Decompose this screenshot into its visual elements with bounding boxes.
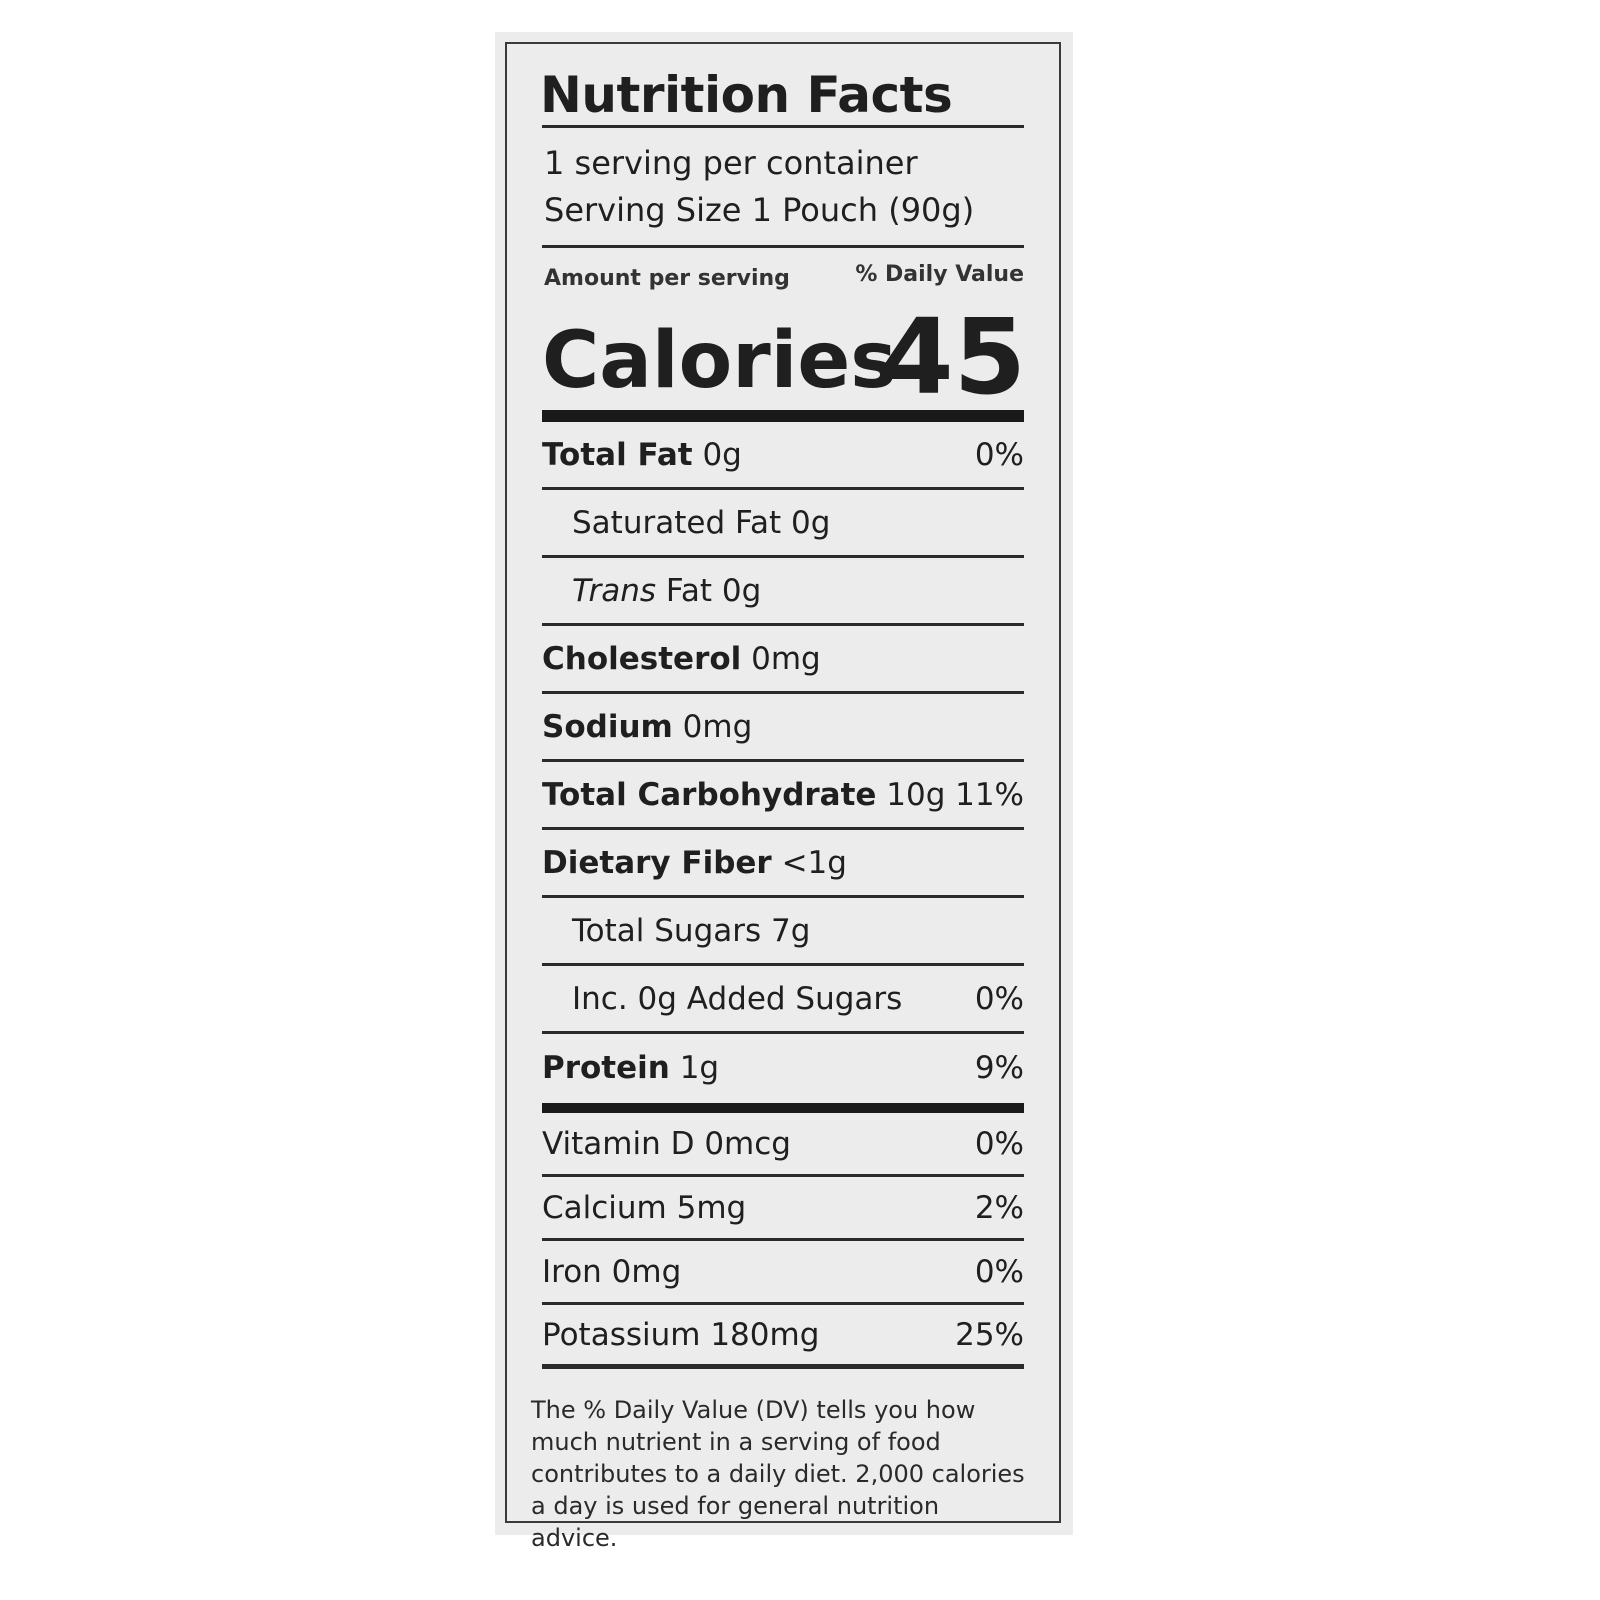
nutrient-name: Cholesterol bbox=[542, 640, 742, 677]
nutrient-label: Saturated Fat 0g bbox=[542, 505, 830, 541]
nutrient-daily-value: 0% bbox=[974, 980, 1024, 1017]
serving-size-label: Serving Size bbox=[544, 191, 742, 229]
nutrient-label: Inc. 0g Added Sugars bbox=[542, 981, 902, 1017]
vitamin-label: Calcium 5mg bbox=[542, 1189, 747, 1226]
nutrition-label: Nutrition Facts 1 serving per container … bbox=[495, 32, 1073, 1552]
vitamin-row: Vitamin D 0mcg 0% bbox=[542, 1113, 1024, 1177]
serving-size: Serving Size 1 Pouch (90g) bbox=[544, 191, 974, 229]
nutrient-amount: 0g bbox=[692, 436, 742, 473]
nutrient-row: Dietary Fiber <1g bbox=[542, 830, 1024, 898]
vitamin-label: Potassium 180mg bbox=[542, 1316, 820, 1353]
calories-label: Calories bbox=[542, 316, 897, 406]
vitamin-daily-value: 25% bbox=[955, 1316, 1024, 1353]
vitamin-row: Iron 0mg 0% bbox=[542, 1241, 1024, 1305]
vitamin-daily-value: 0% bbox=[974, 1253, 1024, 1290]
nutrient-row: Total Sugars 7g bbox=[542, 898, 1024, 966]
nutrient-amount: 7g bbox=[761, 912, 811, 949]
calories-value: 45 bbox=[881, 296, 1026, 418]
servings-per-container: 1 serving per container bbox=[544, 144, 918, 182]
nutrient-name: Inc. 0g Added Sugars bbox=[572, 980, 903, 1017]
nutrient-row: Saturated Fat 0g bbox=[542, 490, 1024, 558]
nutrient-name: Sodium bbox=[542, 708, 673, 745]
daily-value-header: % Daily Value bbox=[855, 262, 1024, 287]
nutrient-name-suffix: Fat bbox=[656, 572, 713, 609]
vitamin-row: Calcium 5mg 2% bbox=[542, 1177, 1024, 1241]
nutrient-amount: <1g bbox=[771, 844, 847, 881]
vitamin-label: Vitamin D 0mcg bbox=[542, 1125, 791, 1162]
nutrient-row: Cholesterol 0mg bbox=[542, 626, 1024, 694]
footnote: The % Daily Value (DV) tells you how muc… bbox=[531, 1396, 1025, 1552]
nutrient-row: Protein 1g 9% bbox=[542, 1034, 1024, 1102]
vitamin-daily-value: 0% bbox=[974, 1125, 1024, 1162]
label-border: Nutrition Facts 1 serving per container … bbox=[505, 42, 1061, 1552]
thick-divider bbox=[542, 1103, 1024, 1113]
thick-divider bbox=[542, 410, 1024, 422]
nutrient-row: Sodium 0mg bbox=[542, 694, 1024, 762]
nutrient-row: Total Fat 0g 0% bbox=[542, 422, 1024, 490]
nutrient-amount: 0mg bbox=[741, 640, 821, 677]
nutrient-name: Total Carbohydrate bbox=[542, 776, 877, 813]
nutrient-label: Total Sugars 7g bbox=[542, 913, 810, 949]
nutrient-name: Protein bbox=[542, 1050, 670, 1086]
nutrient-amount: 0g bbox=[781, 504, 831, 541]
nutrient-label: Dietary Fiber <1g bbox=[542, 845, 847, 881]
nutrient-label: Sodium 0mg bbox=[542, 709, 752, 745]
nutrient-label: Cholesterol 0mg bbox=[542, 641, 821, 677]
label-title: Nutrition Facts bbox=[540, 66, 953, 124]
nutrient-name: Saturated Fat bbox=[572, 504, 782, 541]
nutrient-name: Trans bbox=[572, 572, 657, 609]
nutrient-daily-value: 11% bbox=[955, 776, 1024, 813]
nutrient-row: Total Carbohydrate 10g 11% bbox=[542, 762, 1024, 830]
vitamin-daily-value: 2% bbox=[974, 1189, 1024, 1226]
nutrient-label: Trans Fat 0g bbox=[542, 573, 761, 609]
nutrient-daily-value: 0% bbox=[974, 436, 1024, 473]
serving-size-value: 1 Pouch (90g) bbox=[751, 191, 975, 229]
nutrient-amount: 0g bbox=[712, 572, 762, 609]
nutrient-amount: 1g bbox=[669, 1050, 720, 1086]
vitamin-row: Potassium 180mg 25% bbox=[542, 1305, 1024, 1369]
nutrient-row: Inc. 0g Added Sugars 0% bbox=[542, 966, 1024, 1034]
nutrient-label: Total Carbohydrate 10g bbox=[542, 777, 945, 813]
nutrient-amount: 0mg bbox=[672, 708, 753, 745]
nutrient-name: Dietary Fiber bbox=[542, 844, 772, 881]
nutrient-row: Trans Fat 0g bbox=[542, 558, 1024, 626]
nutrient-daily-value: 9% bbox=[974, 1050, 1024, 1086]
divider bbox=[542, 245, 1024, 248]
nutrient-name: Total Fat bbox=[542, 436, 693, 473]
vitamin-label: Iron 0mg bbox=[542, 1253, 682, 1290]
nutrient-label: Protein 1g bbox=[542, 1050, 719, 1086]
nutrient-label: Total Fat 0g bbox=[542, 437, 742, 473]
nutrient-amount: 10g bbox=[876, 776, 946, 813]
divider bbox=[542, 125, 1024, 128]
amount-per-serving: Amount per serving bbox=[544, 266, 790, 291]
nutrient-name: Total Sugars bbox=[572, 912, 762, 949]
